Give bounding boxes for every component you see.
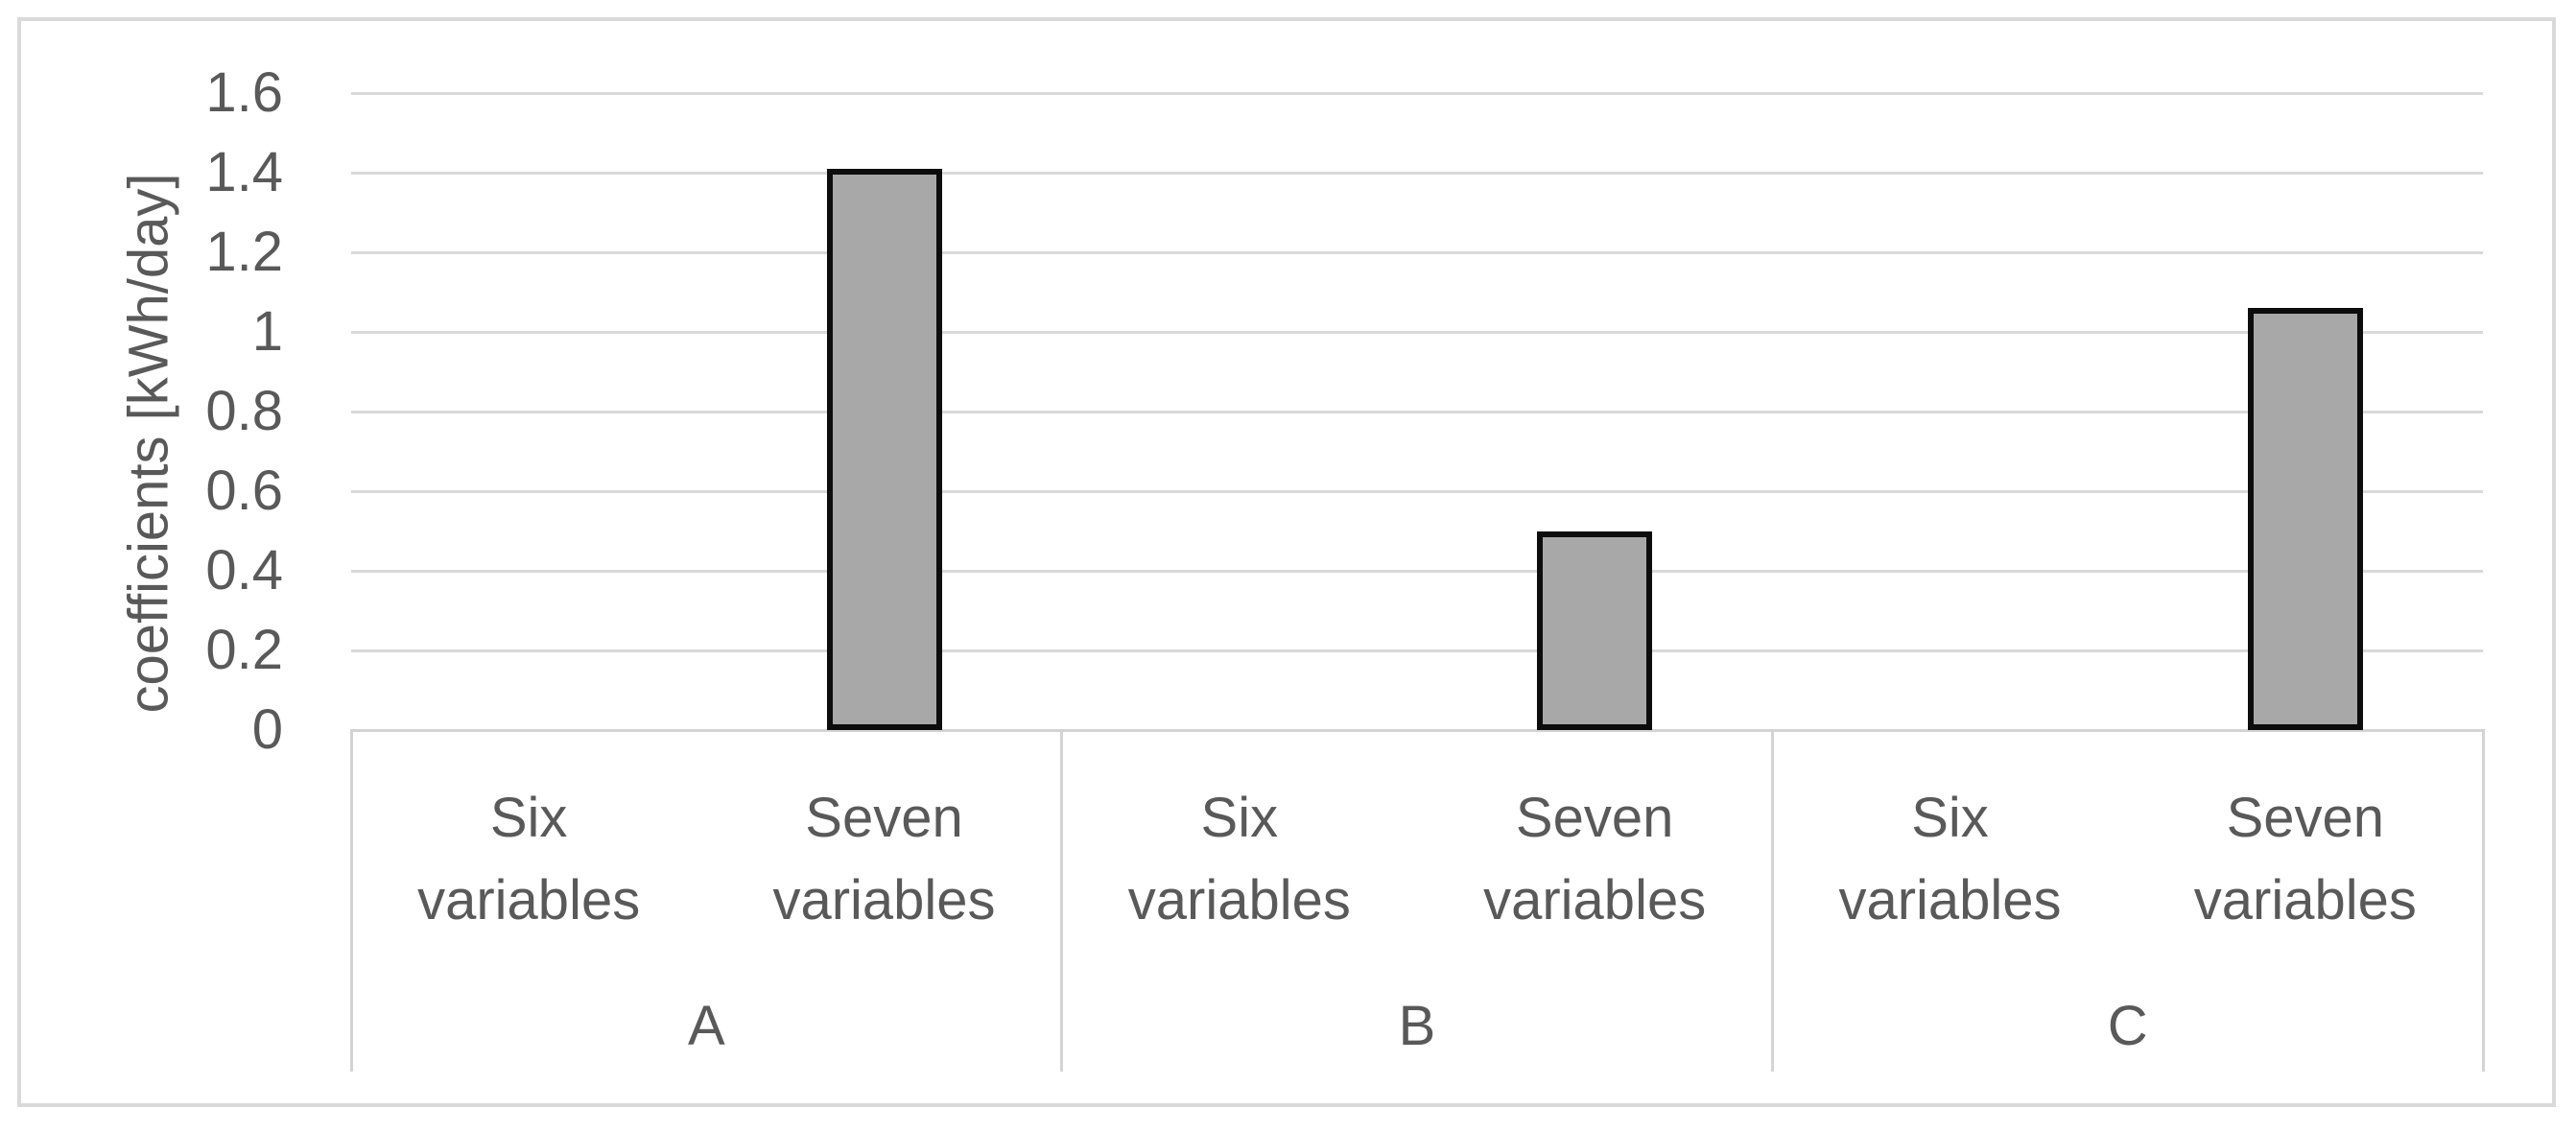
category-label-line: Six [1200, 787, 1279, 849]
category-label-line: Six [489, 787, 568, 849]
group-label-c: C [2107, 995, 2148, 1057]
category-label: Seven variables [772, 777, 995, 942]
group-label-a: A [687, 995, 725, 1057]
category-label-line: variables [1838, 869, 2062, 932]
gridline [351, 490, 2483, 493]
y-axis-tick-label: 0 [251, 698, 283, 761]
y-axis-tick-label: 1.4 [205, 141, 283, 203]
category-label: Seven variables [2194, 777, 2417, 942]
y-axis-tick-label: 0.6 [205, 460, 283, 522]
y-axis-tick-label: 1.2 [205, 221, 283, 283]
label-box-left-border [349, 729, 353, 1072]
category-label-line: Six [1911, 787, 1989, 849]
category-label-line: variables [1127, 869, 1351, 932]
y-axis-tick-label: 0.8 [205, 380, 283, 442]
y-axis-tick-label: 1.6 [205, 61, 283, 124]
group-label-b: B [1398, 995, 1436, 1057]
bar-B-seven-variables [1537, 531, 1653, 730]
category-label: Seven variables [1483, 777, 1706, 942]
category-label: Six variables [417, 777, 640, 942]
label-box-right-border [2481, 729, 2485, 1072]
gridline [351, 649, 2483, 652]
bar-A-seven-variables [826, 168, 942, 730]
category-label-line: Seven [2226, 787, 2385, 849]
chart-frame-border [17, 17, 2556, 1107]
bar-C-seven-variables [2247, 308, 2363, 730]
gridline [351, 570, 2483, 573]
gridline [351, 172, 2483, 175]
category-label-line: variables [2193, 869, 2417, 932]
category-label-line: variables [1483, 869, 1707, 932]
category-label-line: variables [417, 869, 641, 932]
x-axis-line [351, 729, 2483, 732]
y-axis-tick-label: 1 [251, 300, 283, 363]
group-separator [1060, 729, 1064, 1072]
category-label-line: Seven [805, 787, 963, 849]
gridline [351, 251, 2483, 254]
group-separator [1770, 729, 1774, 1072]
category-label-line: Seven [1515, 787, 1674, 849]
category-label: Six variables [1838, 777, 2061, 942]
y-axis-tick-label: 0.2 [205, 619, 283, 681]
gridline [351, 92, 2483, 95]
category-label: Six variables [1128, 777, 1351, 942]
category-label-line: variables [772, 869, 996, 932]
y-axis-tick-label: 0.4 [205, 539, 283, 601]
gridline [351, 331, 2483, 334]
gridline [351, 411, 2483, 413]
